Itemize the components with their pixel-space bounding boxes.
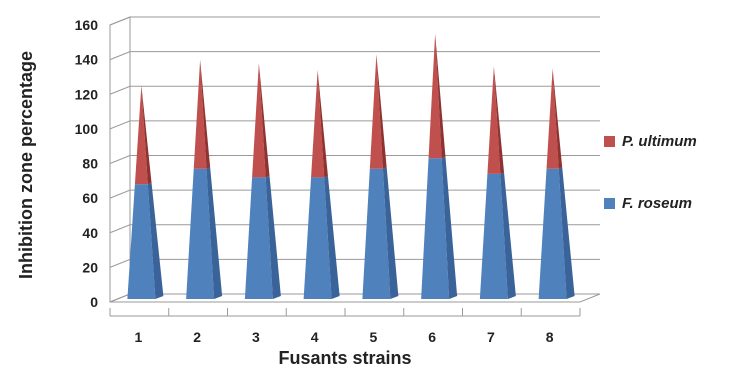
gridline-depth bbox=[109, 293, 131, 303]
legend-swatch bbox=[604, 136, 615, 147]
y-tick-label: 100 bbox=[75, 121, 99, 137]
bar-segment-pultimum bbox=[546, 68, 559, 169]
bar-segment-pultimum bbox=[487, 66, 501, 174]
bar-segment-froseum bbox=[244, 177, 273, 299]
gridline-depth bbox=[109, 120, 131, 130]
y-tick-label: 20 bbox=[82, 259, 98, 275]
x-tick-label: 8 bbox=[546, 329, 554, 345]
bars bbox=[127, 33, 575, 299]
bar-segment-side bbox=[382, 167, 399, 299]
x-tick-label: 2 bbox=[193, 329, 201, 345]
y-tick-label: 80 bbox=[82, 156, 98, 172]
bar-segment-side bbox=[200, 59, 211, 169]
bar-segment-froseum bbox=[303, 177, 332, 299]
bar-segment-froseum bbox=[127, 184, 156, 299]
bar-segment-side bbox=[141, 85, 152, 185]
gridline-depth bbox=[109, 189, 131, 199]
y-axis-title: Inhibition zone percentage bbox=[16, 51, 36, 279]
x-tick-label: 6 bbox=[428, 329, 436, 345]
bar-segment-side bbox=[324, 175, 340, 299]
bar-segment-side bbox=[558, 167, 575, 299]
legend-label: F. roseum bbox=[622, 195, 692, 212]
bar-segment-side bbox=[441, 156, 458, 299]
bar-segment-pultimum bbox=[193, 59, 207, 169]
gridlines bbox=[109, 16, 600, 303]
bar-segment-side bbox=[265, 175, 281, 299]
bar-segment-side bbox=[493, 66, 505, 174]
y-tick-labels: 0 20 40 60 80 100 120 140 160 bbox=[75, 17, 99, 310]
x-axis-title: Fusants strains bbox=[278, 348, 411, 368]
legend-swatch bbox=[604, 198, 615, 209]
bar-segment-side bbox=[206, 167, 223, 299]
bar-segment-side bbox=[258, 63, 270, 178]
bar-segment-pultimum bbox=[428, 33, 442, 159]
bar-segment-side bbox=[317, 70, 328, 178]
bar-segment-froseum bbox=[538, 168, 567, 299]
y-tick-label: 60 bbox=[82, 190, 98, 206]
bar-segment-side bbox=[552, 68, 563, 169]
legend: P. ultimum F. roseum bbox=[604, 133, 697, 212]
floor bbox=[109, 293, 601, 303]
gridline-depth bbox=[109, 51, 131, 61]
x-tick-label: 4 bbox=[311, 329, 319, 345]
bar-segment-froseum bbox=[362, 168, 391, 299]
bar-segment-froseum bbox=[421, 158, 450, 299]
bar-segment-pultimum bbox=[134, 85, 148, 185]
x-tick-labels: 1 2 3 4 5 6 7 8 bbox=[109, 308, 581, 345]
bar-segment-pultimum bbox=[369, 54, 383, 169]
bar-segment-side bbox=[147, 182, 164, 299]
gridline-depth bbox=[109, 85, 131, 95]
bar-segment-pultimum bbox=[311, 70, 325, 178]
bar-segment-side bbox=[376, 54, 387, 169]
gridline-depth bbox=[109, 16, 131, 26]
y-tick-label: 0 bbox=[90, 294, 98, 310]
bar-segment-pultimum bbox=[252, 63, 266, 178]
x-tick-label: 7 bbox=[487, 329, 495, 345]
gridline-depth bbox=[109, 155, 131, 164]
y-tick-label: 120 bbox=[75, 86, 99, 102]
y-tick-label: 160 bbox=[75, 17, 99, 33]
legend-label: P. ultimum bbox=[622, 133, 697, 150]
gridline-depth bbox=[109, 258, 131, 268]
x-tick-label: 3 bbox=[252, 329, 260, 345]
bar-segment-side bbox=[435, 33, 446, 159]
bar-segment-side bbox=[500, 172, 516, 299]
y-tick-label: 140 bbox=[75, 52, 99, 68]
y-tick-label: 40 bbox=[82, 225, 98, 241]
x-tick-label: 5 bbox=[369, 329, 377, 345]
gridline-depth bbox=[109, 224, 131, 234]
bar-segment-froseum bbox=[479, 173, 508, 299]
x-tick-label: 1 bbox=[134, 329, 142, 345]
bar-segment-froseum bbox=[186, 168, 215, 299]
